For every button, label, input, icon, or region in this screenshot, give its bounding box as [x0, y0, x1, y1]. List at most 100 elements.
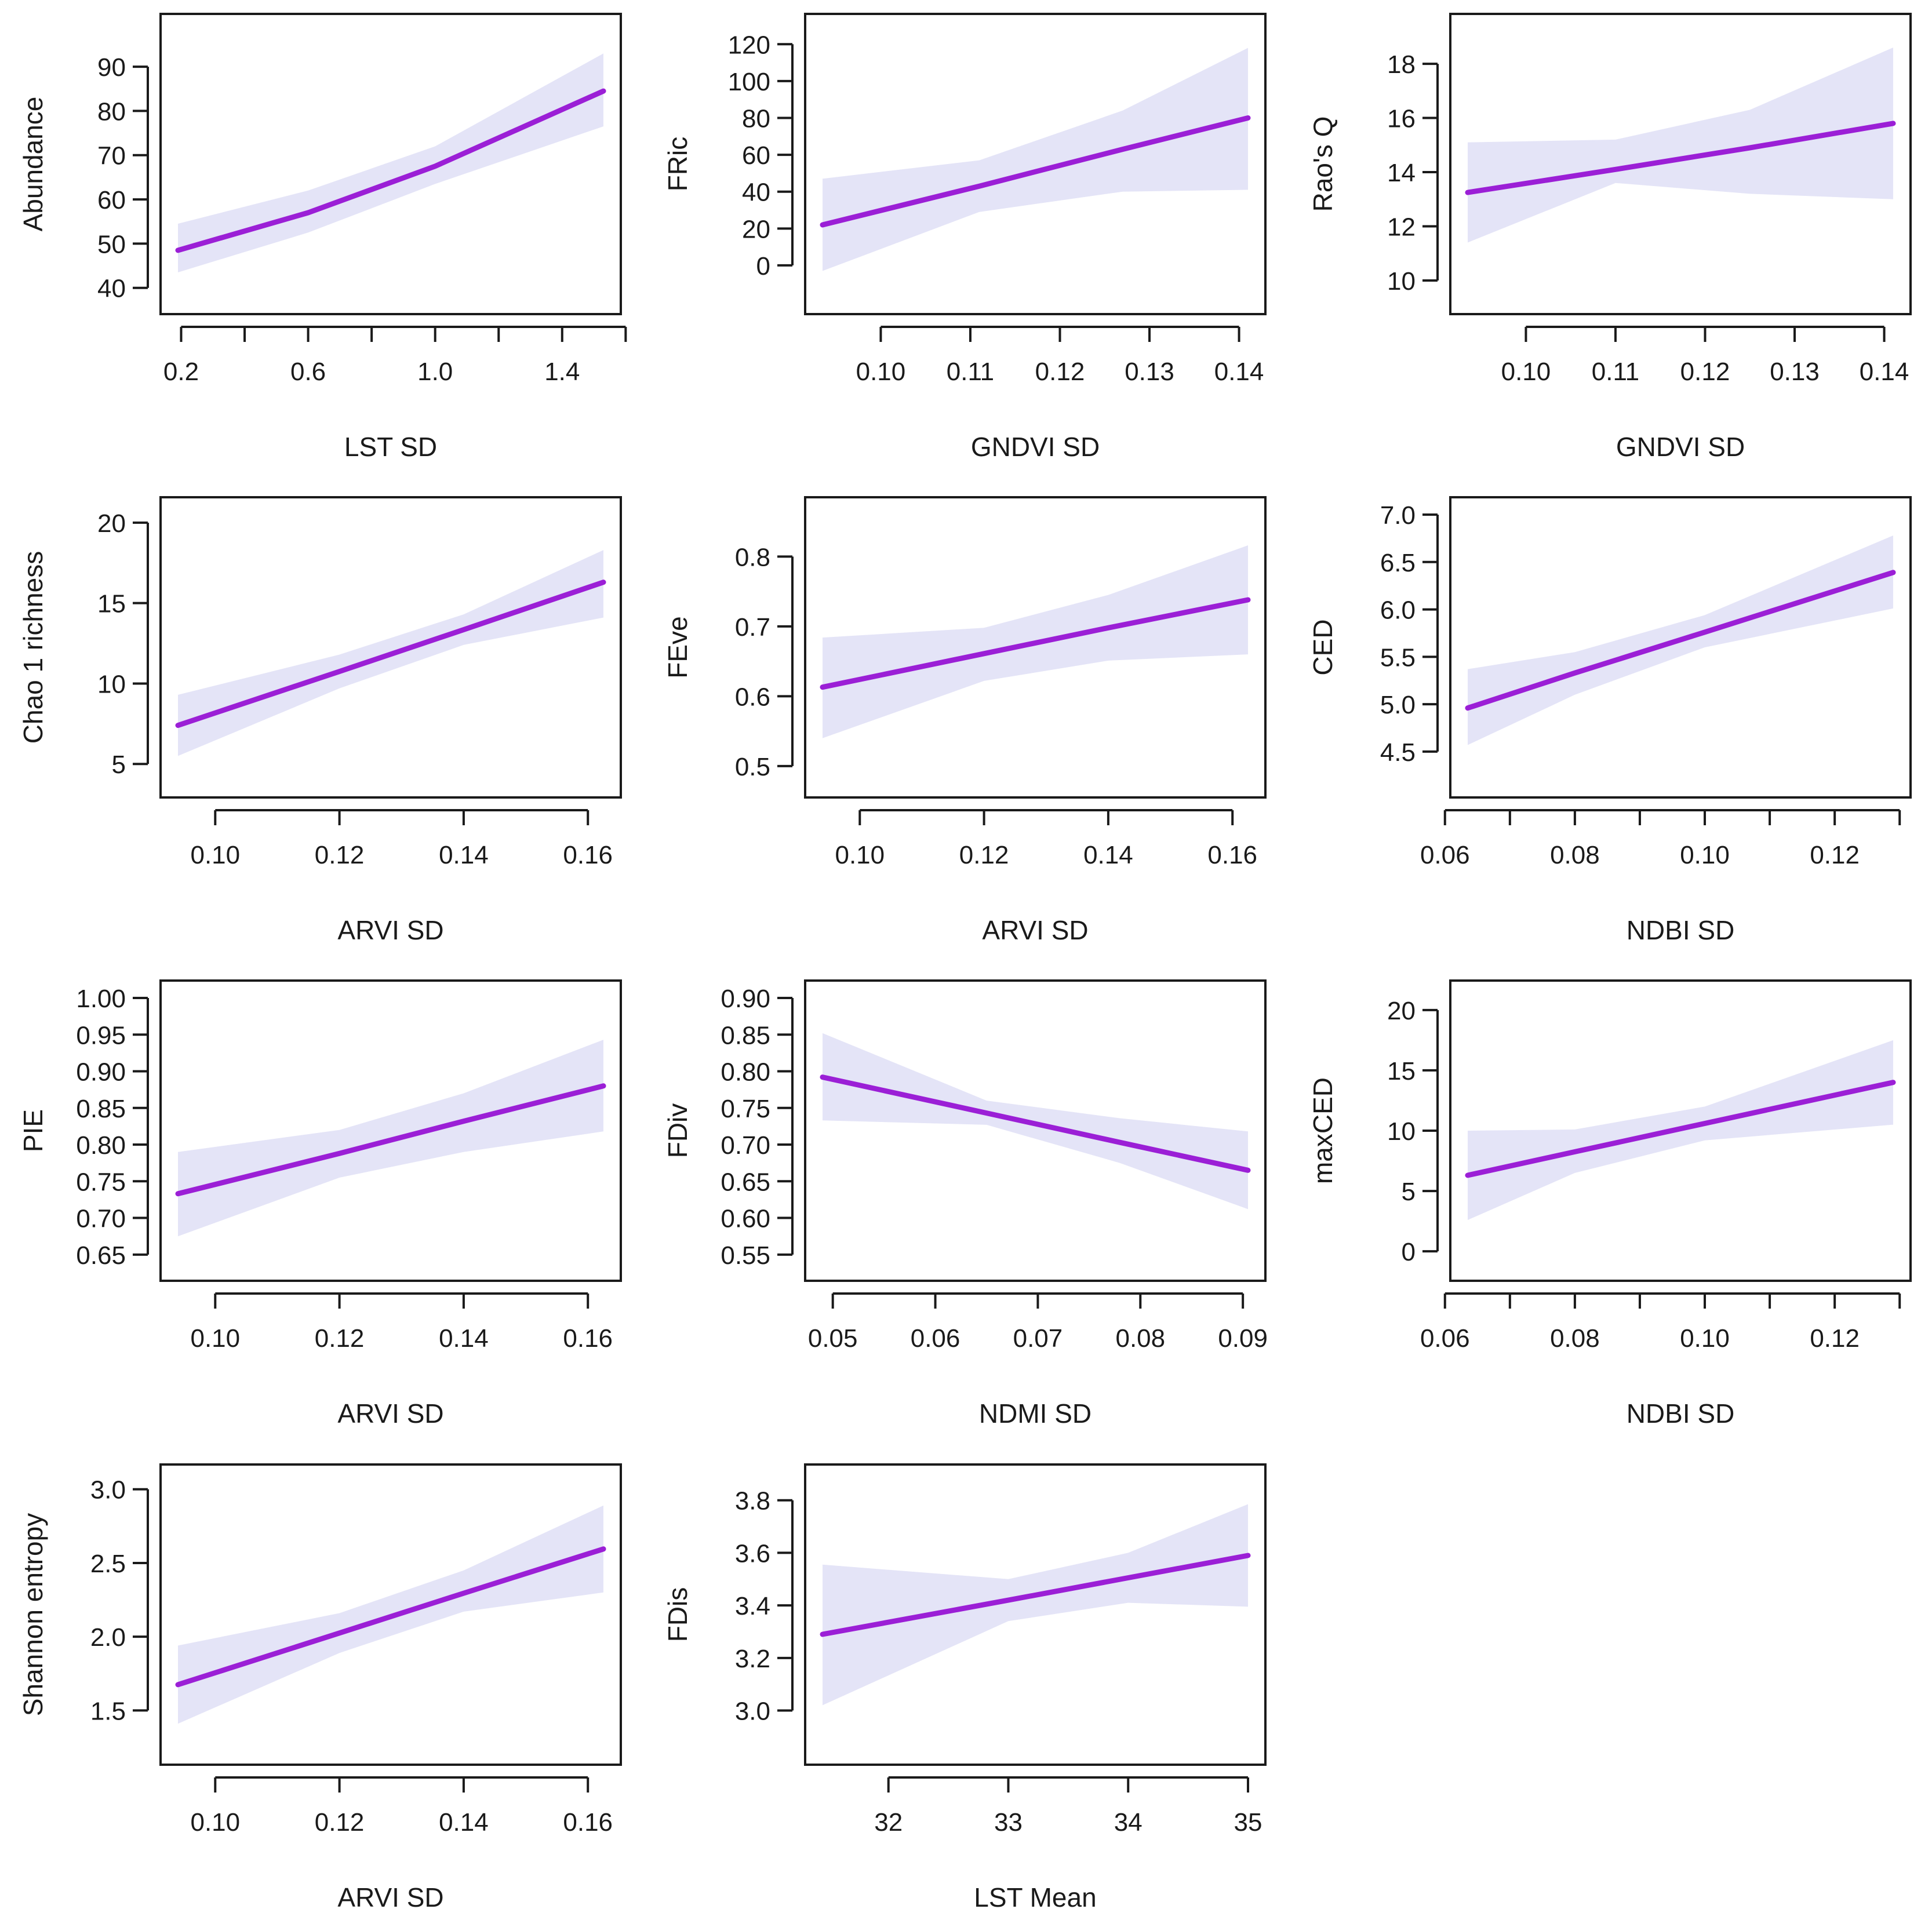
y-axis-title: FEve	[663, 616, 693, 678]
x-tick-label: 0.12	[1035, 358, 1085, 386]
x-tick-label: 0.14	[439, 1808, 489, 1837]
y-tick-label: 60	[97, 186, 126, 214]
y-tick-label: 3.6	[735, 1539, 770, 1568]
y-tick-label: 0.65	[721, 1168, 770, 1196]
x-axis-title: NDBI SD	[1627, 1398, 1735, 1429]
y-axis-title: Shannon entropy	[18, 1513, 48, 1716]
y-axis-title: maxCED	[1308, 1077, 1338, 1184]
y-tick-label: 1.00	[76, 985, 126, 1013]
y-tick-label: 20	[1387, 997, 1416, 1025]
x-tick-label: 0.14	[1214, 358, 1264, 386]
fitted-line	[175, 580, 606, 728]
panel-feve: 0.10 0.12 0.14 0.16 0.5 0.6 0.7 0.8 ARVI SD FEve	[663, 496, 1267, 945]
y-axis-title: FRic	[663, 137, 693, 192]
panel-rao-s-q: 0.10 0.11 0.12 0.13 0.14 10 12 14 16 18 GNDVI SD Ra…	[1308, 13, 1912, 462]
fitted-line	[820, 1553, 1251, 1637]
y-tick-label: 18	[1387, 50, 1416, 79]
x-axis-title: ARVI SD	[337, 1882, 443, 1909]
y-tick-label: 0.75	[76, 1168, 126, 1196]
y-tick-label: 3.2	[735, 1645, 770, 1673]
x-tick-label: 0.11	[1592, 358, 1639, 386]
plot-frame	[159, 496, 622, 799]
y-tick-label: 40	[97, 275, 126, 303]
y-tick-label: 14	[1387, 159, 1416, 187]
y-tick-label: 0.85	[721, 1021, 770, 1050]
y-tick-label: 5	[1402, 1178, 1416, 1206]
x-tick-label: 1.4	[544, 358, 580, 386]
x-tick-label: 0.06	[1420, 1324, 1470, 1353]
y-tick-label: 120	[728, 31, 770, 59]
plot-frame	[1449, 979, 1912, 1282]
y-tick-label: 0.65	[76, 1241, 126, 1270]
fitted-line	[820, 1074, 1251, 1173]
x-tick-label: 0.13	[1770, 358, 1820, 386]
x-axis-title: GNDVI SD	[971, 432, 1100, 462]
x-tick-label: 0.10	[190, 841, 240, 869]
x-tick-label: 0.12	[315, 1808, 365, 1837]
x-tick-label: 0.10	[856, 358, 906, 386]
x-tick-label: 0.16	[563, 841, 613, 869]
confidence-band	[823, 48, 1248, 271]
x-tick-label: 0.08	[1550, 841, 1600, 869]
y-tick-label: 5	[112, 751, 126, 779]
x-tick-label: 0.06	[1420, 841, 1470, 869]
y-tick-label: 3.4	[735, 1592, 770, 1620]
y-tick-label: 0.55	[721, 1241, 770, 1270]
x-tick-label: 0.08	[1550, 1324, 1600, 1353]
y-tick-label: 3.8	[735, 1487, 770, 1515]
y-tick-label: 80	[742, 104, 770, 133]
x-tick-label: 0.10	[1680, 841, 1730, 869]
plot-frame	[159, 1463, 622, 1766]
y-tick-label: 50	[97, 230, 126, 258]
x-tick-label: 0.14	[1083, 841, 1133, 869]
plot-frame	[804, 496, 1267, 799]
y-tick-label: 12	[1387, 213, 1416, 241]
x-tick-label: 0.6	[290, 358, 326, 386]
panel-abundance: 0.2 0.6 1.0 1.4 40 50 60 70 80 90 LST SD Abundance	[18, 13, 627, 462]
y-tick-label: 0	[756, 252, 770, 280]
fitted-line	[1465, 1080, 1896, 1178]
y-tick-label: 0.70	[76, 1205, 126, 1233]
x-tick-label: 0.06	[911, 1324, 960, 1353]
x-axis-title: ARVI SD	[982, 915, 1088, 945]
y-tick-label: 10	[1387, 1117, 1416, 1146]
plot-frame	[804, 979, 1267, 1282]
y-tick-label: 5.5	[1380, 643, 1416, 672]
panel-fdis: 32 33 34 35 3.0 3.2 3.4 3.6 3.8 LST Mean FDis	[663, 1463, 1267, 1909]
y-tick-label: 20	[97, 509, 126, 538]
plot-frame	[804, 13, 1267, 315]
fitted-line	[820, 597, 1251, 690]
y-tick-label: 90	[97, 53, 126, 82]
x-tick-label: 0.14	[439, 841, 489, 869]
x-tick-label: 33	[994, 1808, 1023, 1837]
y-tick-label: 60	[742, 141, 770, 170]
panel-chao-1-richness: 0.10 0.12 0.14 0.16 5 10 15 20 ARVI SD Chao 1 ric…	[18, 496, 622, 945]
y-tick-label: 0.80	[76, 1131, 126, 1160]
x-tick-label: 0.12	[315, 1324, 365, 1353]
fitted-line	[1465, 121, 1896, 195]
fitted-line	[820, 115, 1251, 228]
x-axis-title: NDBI SD	[1627, 915, 1735, 945]
x-tick-label: 0.10	[190, 1324, 240, 1353]
x-axis-title: LST Mean	[974, 1882, 1096, 1909]
x-tick-label: 0.10	[1680, 1324, 1730, 1353]
plot-frame	[159, 13, 622, 315]
y-tick-label: 20	[742, 215, 770, 243]
x-tick-label: 34	[1114, 1808, 1143, 1837]
y-tick-label: 15	[97, 590, 126, 618]
y-axis-title: Chao 1 richness	[18, 551, 48, 744]
x-tick-label: 0.12	[1680, 358, 1730, 386]
x-tick-label: 0.14	[439, 1324, 489, 1353]
panel-maxced: 0.06 0.08 0.10 0.12 0 5 10 15 20 NDBI SD maxCED	[1308, 979, 1912, 1429]
y-tick-label: 0.80	[721, 1058, 770, 1087]
y-tick-label: 6.5	[1380, 549, 1416, 577]
y-tick-label: 1.5	[90, 1697, 126, 1725]
y-tick-label: 2.5	[90, 1550, 126, 1578]
y-tick-label: 0.90	[76, 1058, 126, 1087]
y-tick-label: 0.85	[76, 1095, 126, 1123]
x-tick-label: 0.12	[1810, 841, 1860, 869]
y-tick-label: 0.75	[721, 1095, 770, 1123]
x-tick-label: 0.14	[1860, 358, 1909, 386]
panel-fric: 0.10 0.11 0.12 0.13 0.14 0 20 40 60 80 100 120 GNDVI…	[663, 13, 1267, 462]
